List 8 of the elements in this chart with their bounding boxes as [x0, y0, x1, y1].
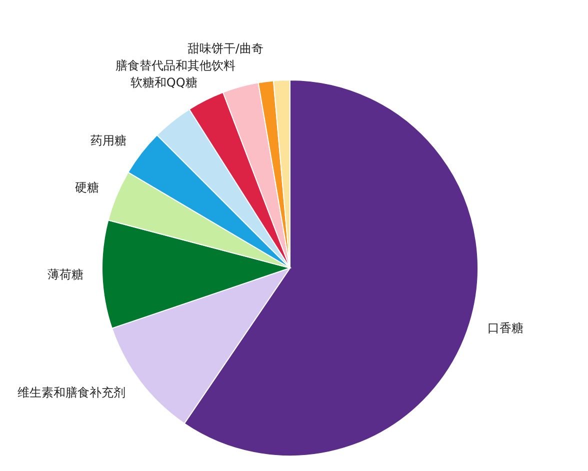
- slice-label: 薄荷糖: [47, 267, 84, 282]
- slice-label: 软糖和QQ糖: [130, 75, 198, 90]
- slice-label: 硬糖: [75, 180, 100, 195]
- slice-label: 口香糖: [488, 321, 524, 336]
- slice-label: 甜味饼干/曲奇: [187, 41, 264, 56]
- slice-label: 膳食替代品和其他饮料: [115, 58, 236, 72]
- slice-label: 药用糖: [90, 134, 127, 148]
- slice-label: 维生素和膳食补充剂: [17, 385, 126, 400]
